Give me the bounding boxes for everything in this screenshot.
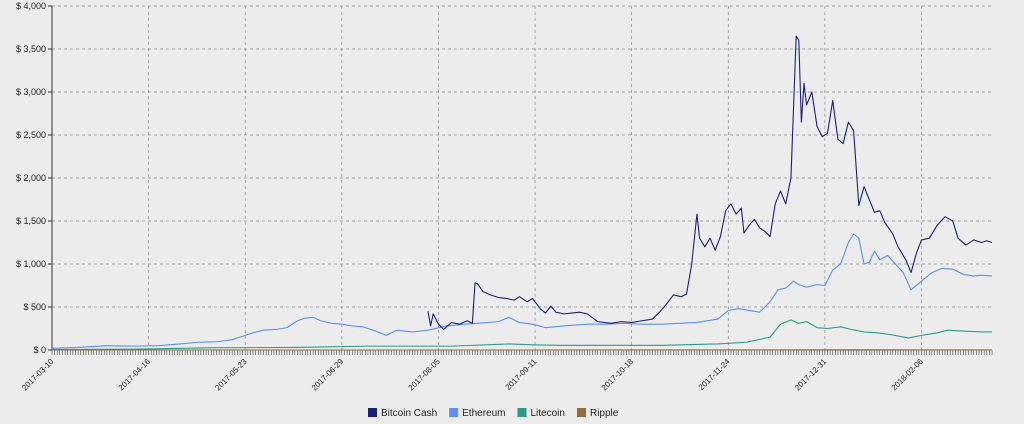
x-tick-label: 2017-10-18	[600, 357, 636, 393]
legend-swatch-litecoin	[517, 408, 527, 417]
x-tick-label: 2017-05-23	[213, 357, 249, 393]
legend-label-bitcoin-cash: Bitcoin Cash	[381, 408, 437, 419]
x-minor-ticks	[51, 350, 993, 355]
series-line-bitcoin-cash	[427, 35, 993, 330]
x-tick-label: 2017-12-31	[793, 357, 829, 393]
x-tick-label: 2018-02-06	[890, 357, 926, 393]
x-tick-label: 2017-11-24	[697, 357, 732, 392]
y-tick-label: $ 2,500	[16, 130, 46, 140]
x-tick-label: 2017-04-16	[117, 357, 153, 393]
legend-label-litecoin: Litecoin	[531, 408, 565, 419]
x-tick-label: 2017-03-10	[20, 357, 56, 393]
y-tick-label: $ 1,000	[16, 259, 46, 269]
y-tick-label: $ 500	[23, 302, 46, 312]
y-tick-label: $ 1,500	[16, 216, 46, 226]
grid	[51, 5, 992, 350]
x-tick-label: 2017-08-05	[407, 357, 443, 393]
series-line-litecoin	[51, 319, 992, 351]
series-lines	[51, 35, 993, 351]
y-tick-label: $ 0	[33, 345, 46, 355]
y-tick-label: $ 3,000	[16, 87, 46, 97]
series-line-ethereum	[51, 233, 993, 349]
legend-swatch-bitcoin-cash	[368, 408, 377, 417]
legend-label-ripple: Ripple	[590, 408, 619, 419]
legend: Bitcoin Cash Ethereum Litecoin Ripple	[368, 408, 619, 419]
x-tick-label: 2017-06-29	[310, 357, 346, 393]
x-tick-label: 2017-09-11	[504, 357, 539, 392]
legend-swatch-ethereum	[449, 408, 459, 417]
y-tick-label: $ 2,000	[16, 173, 46, 183]
legend-swatch-ripple	[576, 408, 586, 417]
y-tick-label: $ 4,000	[16, 1, 46, 11]
y-tick-label: $ 3,500	[16, 44, 46, 54]
legend-label-ethereum: Ethereum	[462, 408, 505, 419]
